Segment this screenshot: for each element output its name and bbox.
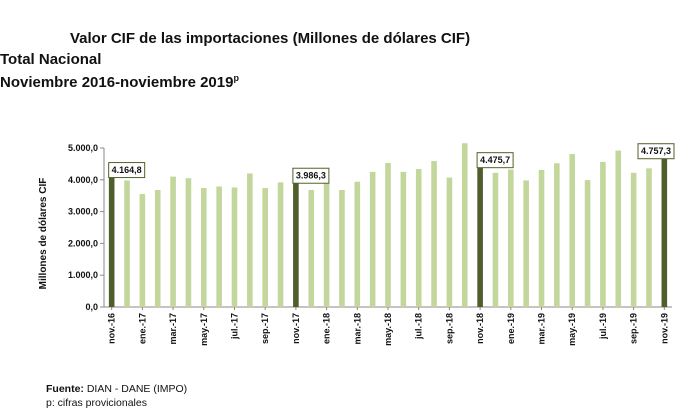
x-tick-label: may.-17 [199,313,209,346]
bar [139,194,146,307]
bar [170,176,176,307]
bar [216,186,222,307]
data-callout-box [637,143,675,160]
y-tick-label: 5.000,0 [68,143,98,153]
source-note: Fuente: DIAN - DANE (IMPO) [46,382,187,396]
bar [615,150,622,307]
bar [247,173,253,307]
x-tick-label: may.-19 [567,313,577,346]
bar [630,172,637,307]
data-callout-box [476,152,514,169]
bar [461,143,468,307]
data-label: 4.757,3 [641,146,671,156]
chart-footer: Fuente: DIAN - DANE (IMPO) p: cifras pro… [46,382,187,410]
x-tick-label: ene.-18 [322,313,332,344]
y-tick-label: 0,0 [85,302,98,312]
bar-highlight [661,155,668,307]
subtitle-line-1: Total Nacional [0,51,102,68]
bar [554,163,560,307]
provisional-note: p: cifras provicionales [46,397,147,409]
x-tick-label: may.-18 [383,313,393,346]
x-tick-label: ene.-17 [137,313,147,344]
x-tick-label: nov.-18 [475,313,485,344]
bar [492,172,499,307]
chart-title: Valor CIF de las importaciones (Millones… [70,30,471,47]
bar [400,171,407,307]
x-tick-label: sep.-19 [629,313,639,344]
bar [308,189,315,307]
bar [262,188,268,307]
bar [584,180,591,307]
data-callout-box [108,162,146,179]
x-tick-label: sep.-18 [444,313,454,344]
bar [231,187,238,307]
x-tick-label: mar.-19 [537,313,547,345]
bar [523,180,529,307]
bar [154,189,161,307]
source-label: Fuente: [46,383,84,395]
bar [200,188,207,307]
bar-highlight [293,180,299,307]
bar [569,154,576,307]
bar [600,161,606,307]
subtitle-provisional-mark: p [233,73,239,83]
bar [538,169,545,307]
bar [185,178,192,307]
bar-highlight [108,174,115,307]
data-label: 4.164,8 [112,165,142,175]
data-label: 3.986,3 [296,171,326,181]
y-tick-label: 3.000,0 [68,207,98,217]
bar [431,161,437,307]
x-tick-label: ene.-19 [506,313,516,344]
bar [508,169,514,307]
x-tick-label: jul.-18 [414,313,424,340]
bar [323,183,330,307]
y-tick-label: 1.000,0 [68,270,98,280]
y-tick-label: 2.000,0 [68,238,98,248]
bar [446,177,453,307]
bar [124,180,130,307]
bar-highlight [477,164,483,307]
x-tick-label: sep.-17 [260,313,270,344]
bar [354,181,361,307]
x-tick-label: jul.-17 [229,313,239,340]
chart-subtitle: Total Nacional Noviembre 2016-noviembre … [0,50,239,92]
bar [646,168,652,307]
bar [385,162,391,307]
y-axis-label: Millones de dólares CIF [38,178,49,290]
bar [415,168,422,307]
x-tick-label: nov.-17 [291,313,301,344]
data-callout-box [292,167,330,184]
source-text: DIAN - DANE (IMPO) [83,383,188,395]
subtitle-line-2: Noviembre 2016-noviembre 2019p [0,69,239,92]
x-tick-label: mar.-18 [352,313,362,345]
x-tick-label: jul.-19 [598,313,608,340]
bar [339,189,345,307]
bar [277,182,284,307]
y-tick-label: 4.000,0 [68,175,98,185]
data-label: 4.475,7 [480,155,510,165]
x-tick-label: nov.-16 [107,313,117,344]
bar [369,171,376,307]
x-tick-label: nov.-19 [659,313,669,344]
x-tick-label: mar.-17 [168,313,178,345]
subtitle-period: Noviembre 2016-noviembre 2019 [0,74,234,91]
